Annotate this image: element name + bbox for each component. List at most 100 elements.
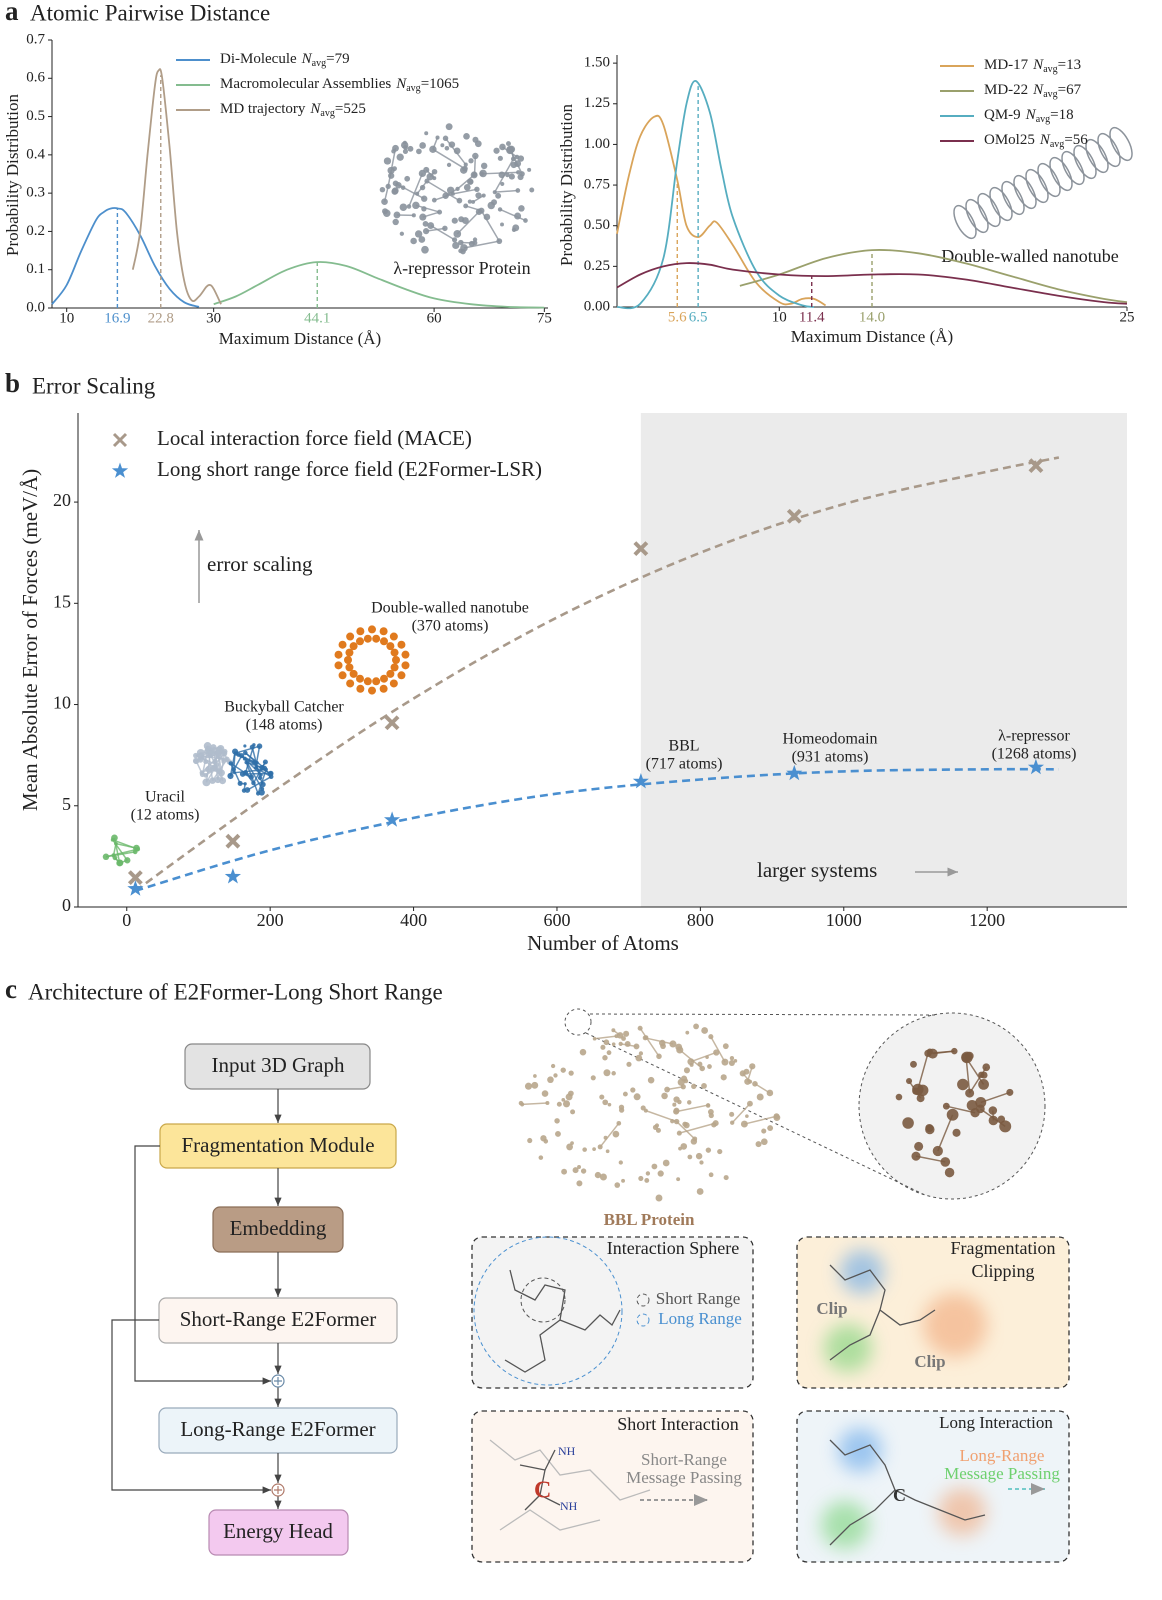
atom xyxy=(603,1135,608,1140)
atom xyxy=(988,1106,998,1115)
atom xyxy=(570,1141,574,1145)
bond xyxy=(731,1103,751,1124)
legend-sign: = xyxy=(1058,57,1066,73)
mean-label: 11.4 xyxy=(799,309,825,325)
atom xyxy=(475,192,482,199)
atom xyxy=(611,1071,616,1076)
atom xyxy=(458,239,464,246)
atom xyxy=(379,684,388,693)
atom xyxy=(407,145,414,152)
atom xyxy=(422,228,430,235)
atom xyxy=(720,1074,727,1081)
x-tick-label: 10 xyxy=(772,309,787,325)
atom xyxy=(566,1143,573,1151)
atom xyxy=(391,188,399,195)
atom xyxy=(576,1180,583,1187)
atom xyxy=(334,650,343,659)
atom xyxy=(517,173,524,181)
atom xyxy=(356,674,365,683)
atom xyxy=(392,180,399,187)
data-point xyxy=(127,880,144,896)
mean-label: 22.8 xyxy=(148,310,174,326)
bond xyxy=(979,1108,1006,1127)
atom xyxy=(655,1194,663,1202)
tube-ring xyxy=(1025,168,1049,204)
atom xyxy=(662,1159,670,1167)
tube-ring xyxy=(1097,132,1121,168)
legend-sub: avg xyxy=(406,83,420,94)
atom xyxy=(550,1063,556,1069)
atom xyxy=(561,1168,568,1175)
tube-ring xyxy=(953,204,977,240)
panel-title: Atomic Pairwise Distance xyxy=(30,0,270,25)
atom xyxy=(621,1178,626,1183)
legend-entry: MD-22 Navg=67 xyxy=(984,82,1082,100)
legend-entry: Local interaction force field (MACE) xyxy=(157,426,472,450)
data-point xyxy=(633,541,649,557)
atom xyxy=(380,674,389,683)
fit-curve xyxy=(134,456,1060,892)
atom xyxy=(590,1075,596,1081)
panel-label: a xyxy=(5,0,19,26)
atom xyxy=(392,656,400,664)
x-tick-label: 400 xyxy=(400,910,427,930)
atom xyxy=(524,1082,533,1090)
atom xyxy=(944,1167,955,1178)
bond xyxy=(422,211,440,218)
atom xyxy=(506,141,511,147)
bond xyxy=(494,158,515,193)
atom xyxy=(582,1147,587,1152)
legend-n: N xyxy=(301,51,313,67)
atom xyxy=(605,1149,610,1154)
atom xyxy=(677,1078,685,1086)
atom xyxy=(618,1107,625,1113)
atom xyxy=(514,212,522,220)
tube-ring xyxy=(1001,180,1025,216)
mean-label: 14.0 xyxy=(859,309,885,325)
bond xyxy=(676,1121,696,1140)
atom xyxy=(541,1090,549,1097)
detail-box xyxy=(471,1236,754,1389)
y-tick-label: 0.6 xyxy=(26,70,45,86)
data-point xyxy=(384,811,401,827)
atom xyxy=(580,1168,587,1174)
atom xyxy=(424,131,429,136)
atom xyxy=(527,167,532,172)
flowchart: Input 3D Graph Fragmentation Module Embe… xyxy=(111,1043,398,1556)
atom xyxy=(982,1063,991,1072)
atom xyxy=(729,1111,735,1117)
box-label: Short Range xyxy=(656,1289,741,1308)
atom xyxy=(379,627,388,636)
system-atoms: (12 atoms) xyxy=(131,807,200,824)
tube-ring xyxy=(1013,174,1037,210)
data-point xyxy=(225,833,241,849)
legend-n: N xyxy=(1039,132,1051,148)
data-point xyxy=(1028,458,1044,474)
bond xyxy=(242,772,271,775)
atom xyxy=(463,183,471,191)
flow-label: Embedding xyxy=(230,1216,327,1240)
atom-label: NH xyxy=(560,1499,578,1513)
atom xyxy=(638,1175,644,1181)
atom xyxy=(514,154,520,160)
y-tick-label: 10 xyxy=(53,693,71,713)
box-label: Message Passing xyxy=(944,1464,1060,1483)
atom xyxy=(379,637,388,646)
annotation: Double-walled nanotube xyxy=(941,246,1118,266)
bond xyxy=(937,1114,954,1152)
tube-ring xyxy=(1109,126,1133,162)
atom xyxy=(414,230,423,238)
bond xyxy=(452,188,478,195)
bond xyxy=(246,776,272,791)
legend-name: MD trajectory xyxy=(220,101,306,117)
atom xyxy=(372,634,381,643)
box-label: Long Range xyxy=(658,1309,742,1328)
atom xyxy=(946,1108,959,1121)
atom xyxy=(500,222,504,227)
atom xyxy=(680,1143,688,1150)
bond xyxy=(112,839,139,850)
bond xyxy=(246,761,265,769)
atom xyxy=(204,748,210,754)
system-name: λ-repressor xyxy=(998,728,1070,745)
atom xyxy=(356,684,365,693)
